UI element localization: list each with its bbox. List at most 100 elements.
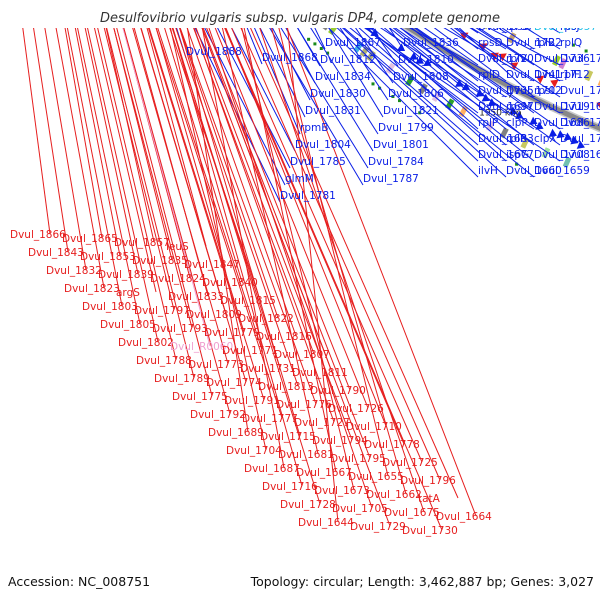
forward-gene-label: rplC <box>560 5 581 17</box>
reverse-leader-line <box>201 28 391 527</box>
reverse-leader-line <box>186 28 249 433</box>
forward-gene <box>327 0 335 6</box>
reverse-leader-line <box>179 28 317 405</box>
reverse-gene-label: tatA <box>418 493 441 505</box>
gc-skew-mark <box>571 43 575 47</box>
forward-leader-line <box>341 28 507 178</box>
reverse-leader-line <box>106 28 195 379</box>
reverse-leader-line <box>231 28 423 463</box>
forward-leader-line <box>380 28 535 130</box>
forward-gene-label: Dvul_1686 <box>534 117 590 129</box>
reverse-gene-label: Dvul_1803 <box>82 301 138 313</box>
forward-gene-label: Dvul_1677 <box>478 149 534 161</box>
forward-gene-label: Dvul_1736 <box>534 53 590 65</box>
forward-gene <box>487 98 496 107</box>
gc-skew-mark <box>515 162 519 166</box>
reverse-leader-line <box>146 28 207 247</box>
forward-leader-line <box>328 28 479 178</box>
reverse-gene-label: Dvul_1822 <box>238 313 294 325</box>
reverse-leader-line <box>148 28 245 333</box>
reverse-gene-label: Dvul_1729 <box>350 521 406 533</box>
reverse-leader-line <box>133 28 209 297</box>
reverse-gene-label: Dvul_1790 <box>310 385 366 397</box>
reverse-leader-line <box>250 28 459 499</box>
forward-leader-line <box>371 28 507 146</box>
genome-stats-text: Topology: circular; Length: 3,462,887 bp… <box>250 574 594 589</box>
reverse-gene-label: Dvul_R0060 <box>170 341 233 353</box>
reverse-leader-line <box>87 28 159 343</box>
reverse-gene-label: argS <box>116 287 140 299</box>
forward-gene-label: Dvul_1739 <box>534 5 590 17</box>
reverse-gene-label: Dvul_1673 <box>314 485 370 497</box>
forward-leader-line <box>365 28 479 130</box>
reverse-leader-line <box>186 28 297 337</box>
forward-gene <box>396 43 406 51</box>
gene-labels: Dvul_1888 Dvul_1868 Dvul_1867 Dvul_1836 Dvul… <box>10 5 600 537</box>
reverse-gene-label: Dvul_1847 <box>184 259 240 271</box>
reverse-gene-label: Dvul_1843 <box>28 247 84 259</box>
cog-band-inner <box>558 58 568 70</box>
map-title: Desulfovibrio vulgaris subsp. vulgaris D… <box>100 11 500 26</box>
reverse-gene-label: Dvul_1816 <box>256 331 312 343</box>
forward-gene <box>563 132 572 141</box>
forward-gene-label: Dvul_1781 <box>280 190 336 202</box>
gc-skew-mark <box>418 111 422 115</box>
reverse-leader-line <box>270 28 407 495</box>
reverse-leader-line <box>22 28 51 235</box>
reverse-gene-label: Dvul_1805 <box>100 319 156 331</box>
forward-gene <box>548 128 557 137</box>
gc-skew-mark <box>326 51 330 55</box>
reverse-gene-label: Dvul_1776 <box>276 399 332 411</box>
forward-leader-line <box>365 28 479 114</box>
forward-gene-label: Dvul_1722 <box>506 37 562 49</box>
reverse-gene <box>398 0 406 3</box>
reverse-leader-line <box>122 28 211 347</box>
reverse-gene-label: Dvul_1728 <box>280 499 336 511</box>
reverse-leader-line <box>224 28 405 445</box>
forward-leader-line <box>392 28 479 98</box>
forward-gene-label: Dvul_1683 <box>478 133 534 145</box>
reverse-gene-label: Dvul_1815 <box>220 295 276 307</box>
forward-leader-line <box>349 28 535 178</box>
reverse-gene-label: Dvul_1779 <box>204 327 260 339</box>
reverse-gene-label: Dvul_1795 <box>330 453 386 465</box>
reverse-gene-label: Dvul_1689 <box>208 427 264 439</box>
reverse-gene-label: Dvul_1710 <box>346 421 402 433</box>
reverse-leader-line <box>155 28 225 265</box>
reverse-gene-label: Dvul_1771 <box>222 345 278 357</box>
forward-leader-line <box>478 28 561 82</box>
reverse-gene-label: Dvul_1731 <box>240 363 296 375</box>
reverse-gene-label: Dvul_1777 <box>242 413 298 425</box>
forward-gene-label: rpmJ <box>506 5 530 17</box>
forward-gene-label: Dvul_1785 <box>290 156 346 168</box>
forward-leader-line <box>204 28 286 186</box>
cog-band-outer <box>520 137 530 149</box>
reverse-leader-line <box>172 28 321 505</box>
reverse-leader-line <box>202 28 371 459</box>
reverse-leader-line <box>77 28 141 325</box>
reverse-gene-label: Dvul_1725 <box>382 457 438 469</box>
gc-skew-mark <box>391 95 395 98</box>
forward-gene-label: Dvul_1821 <box>383 105 439 117</box>
forward-gene-label: Dvul_1868 <box>262 52 318 64</box>
forward-leader-line <box>399 28 507 98</box>
reverse-leader-line <box>214 28 369 409</box>
reverse-gene-label: Dvul_1832 <box>46 265 102 277</box>
forward-gene-label: clpX <box>534 133 557 145</box>
reverse-gene <box>550 79 559 88</box>
forward-leader-line <box>415 28 561 130</box>
forward-gene-label: glmM <box>285 173 314 185</box>
forward-leader-line <box>394 28 561 146</box>
forward-gene-label: Dvul_1808 <box>393 71 449 83</box>
reverse-gene-label: Dvul_1664 <box>436 511 492 523</box>
forward-gene <box>529 116 538 125</box>
reverse-gene-label: Dvul_1730 <box>402 525 458 537</box>
gc-skew-mark <box>319 47 323 50</box>
forward-gene-label: rplV <box>506 53 528 65</box>
reverse-leader-line <box>241 28 355 491</box>
reverse-leader-line <box>278 28 389 477</box>
reverse-gene-label: Dvul_1775 <box>172 391 228 403</box>
reverse-leader-line <box>55 28 105 289</box>
reverse-gene-label: Dvul_1809 <box>186 309 242 321</box>
